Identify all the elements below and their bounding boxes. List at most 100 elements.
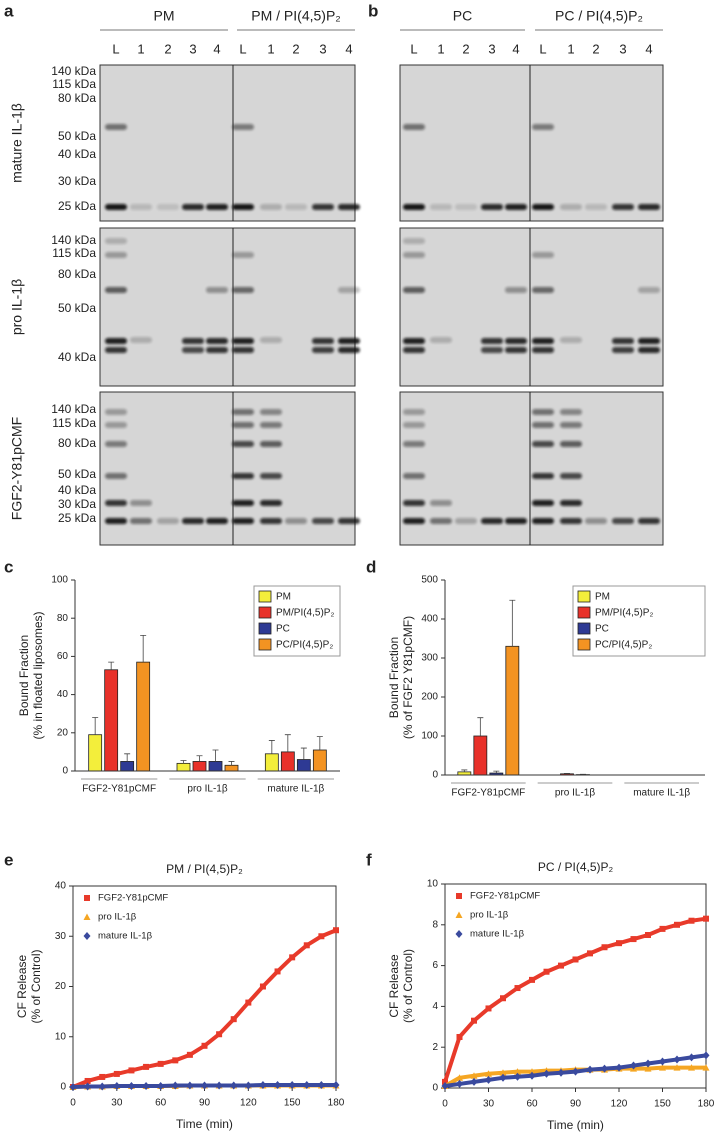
gel-band [312,347,334,353]
gel-band [105,441,127,447]
marker [586,1065,594,1074]
gel-band [560,500,582,506]
gel-band [505,338,527,344]
gel-band [130,518,152,524]
marker [99,1073,106,1080]
y-axis-label: (% of FGF2 Y81pCMF) [401,616,415,739]
gel-band [638,204,660,210]
error-bar [461,769,468,772]
marker [499,1073,507,1082]
marker [289,954,296,961]
gel-band [505,204,527,210]
error-bar [477,717,484,736]
legend-label: FGF2-Y81pCMF [470,891,540,902]
marker [543,968,550,975]
marker [644,1065,652,1072]
gel-band [105,347,127,353]
marker [659,1064,666,1071]
marker [688,1064,695,1071]
size-marker-label: 50 kDa [58,301,96,315]
gel-band [560,409,582,415]
y-tick-label: 60 [57,651,69,662]
gel-band [260,204,282,210]
legend-label: pro IL-1β [470,910,509,921]
y-tick-label: 10 [427,879,439,890]
gel-band [232,124,254,130]
bar [104,669,119,772]
legend-label: PM/PI(4,5)P₂ [595,608,653,619]
gel-band [455,518,477,524]
gel-band [338,338,360,344]
marker [528,1068,536,1075]
lane-label: 3 [319,41,326,56]
y-tick-label: 200 [421,692,438,703]
marker [230,1081,238,1090]
legend-box [572,585,706,657]
marker [455,930,463,938]
gel-band [232,473,254,479]
gel-band [260,500,282,506]
x-tick-label: 180 [698,1099,715,1110]
size-marker-label: 50 kDa [58,129,96,143]
legend-swatch [258,638,272,651]
x-tick-label: mature IL-1β [267,784,324,795]
bar [505,645,520,776]
legend-swatch [258,606,272,619]
marker [616,940,622,947]
lane-label: 3 [189,41,196,56]
gel-band [206,518,228,524]
marker [441,1081,449,1090]
gel-band [403,500,425,506]
gel [399,227,664,387]
y-tick-label: 6 [432,960,438,971]
error-bar [92,717,99,735]
legend-swatch [577,638,591,651]
panel-letter: b [368,1,378,20]
marker [171,1081,179,1090]
legend-label: PM/PI(4,5)P₂ [276,608,334,619]
marker [215,1081,223,1090]
gel-band [532,338,554,344]
legend-swatch [577,590,591,603]
gel-band [105,238,127,244]
marker [318,933,325,940]
marker [572,956,579,963]
gel [399,64,664,222]
gel-band [532,422,554,428]
legend-label: PC [276,624,290,635]
marker [528,1071,536,1080]
marker [244,1081,252,1090]
y-axis-label: (% in floated liposomes) [31,611,45,739]
marker [186,1081,194,1090]
marker [259,1080,267,1089]
gel-band [403,338,425,344]
lane-label: 4 [213,41,220,56]
gel-band [338,347,360,353]
marker [128,1067,135,1074]
y-tick-label: 10 [55,1031,67,1042]
gel-band [182,338,204,344]
marker [659,925,666,932]
marker [442,1078,448,1085]
x-tick-label: 120 [240,1098,257,1109]
gel-band [560,337,582,343]
y-tick-label: 80 [57,613,69,624]
x-tick-label: 120 [611,1099,628,1110]
y-tick-label: 20 [57,727,69,738]
marker [702,1051,710,1060]
bar [88,734,103,772]
y-tick-label: 40 [57,689,69,700]
marker [127,1081,135,1090]
gel-band [532,409,554,415]
gel-band [312,518,334,524]
gel-band [430,337,452,343]
gel-band [532,441,554,447]
gel-band [403,238,425,244]
gel-band [206,287,228,293]
marker [456,1034,463,1040]
error-bar [140,634,147,663]
gel-band [260,473,282,479]
legend-label: pro IL-1β [98,912,137,923]
bar [264,753,279,772]
